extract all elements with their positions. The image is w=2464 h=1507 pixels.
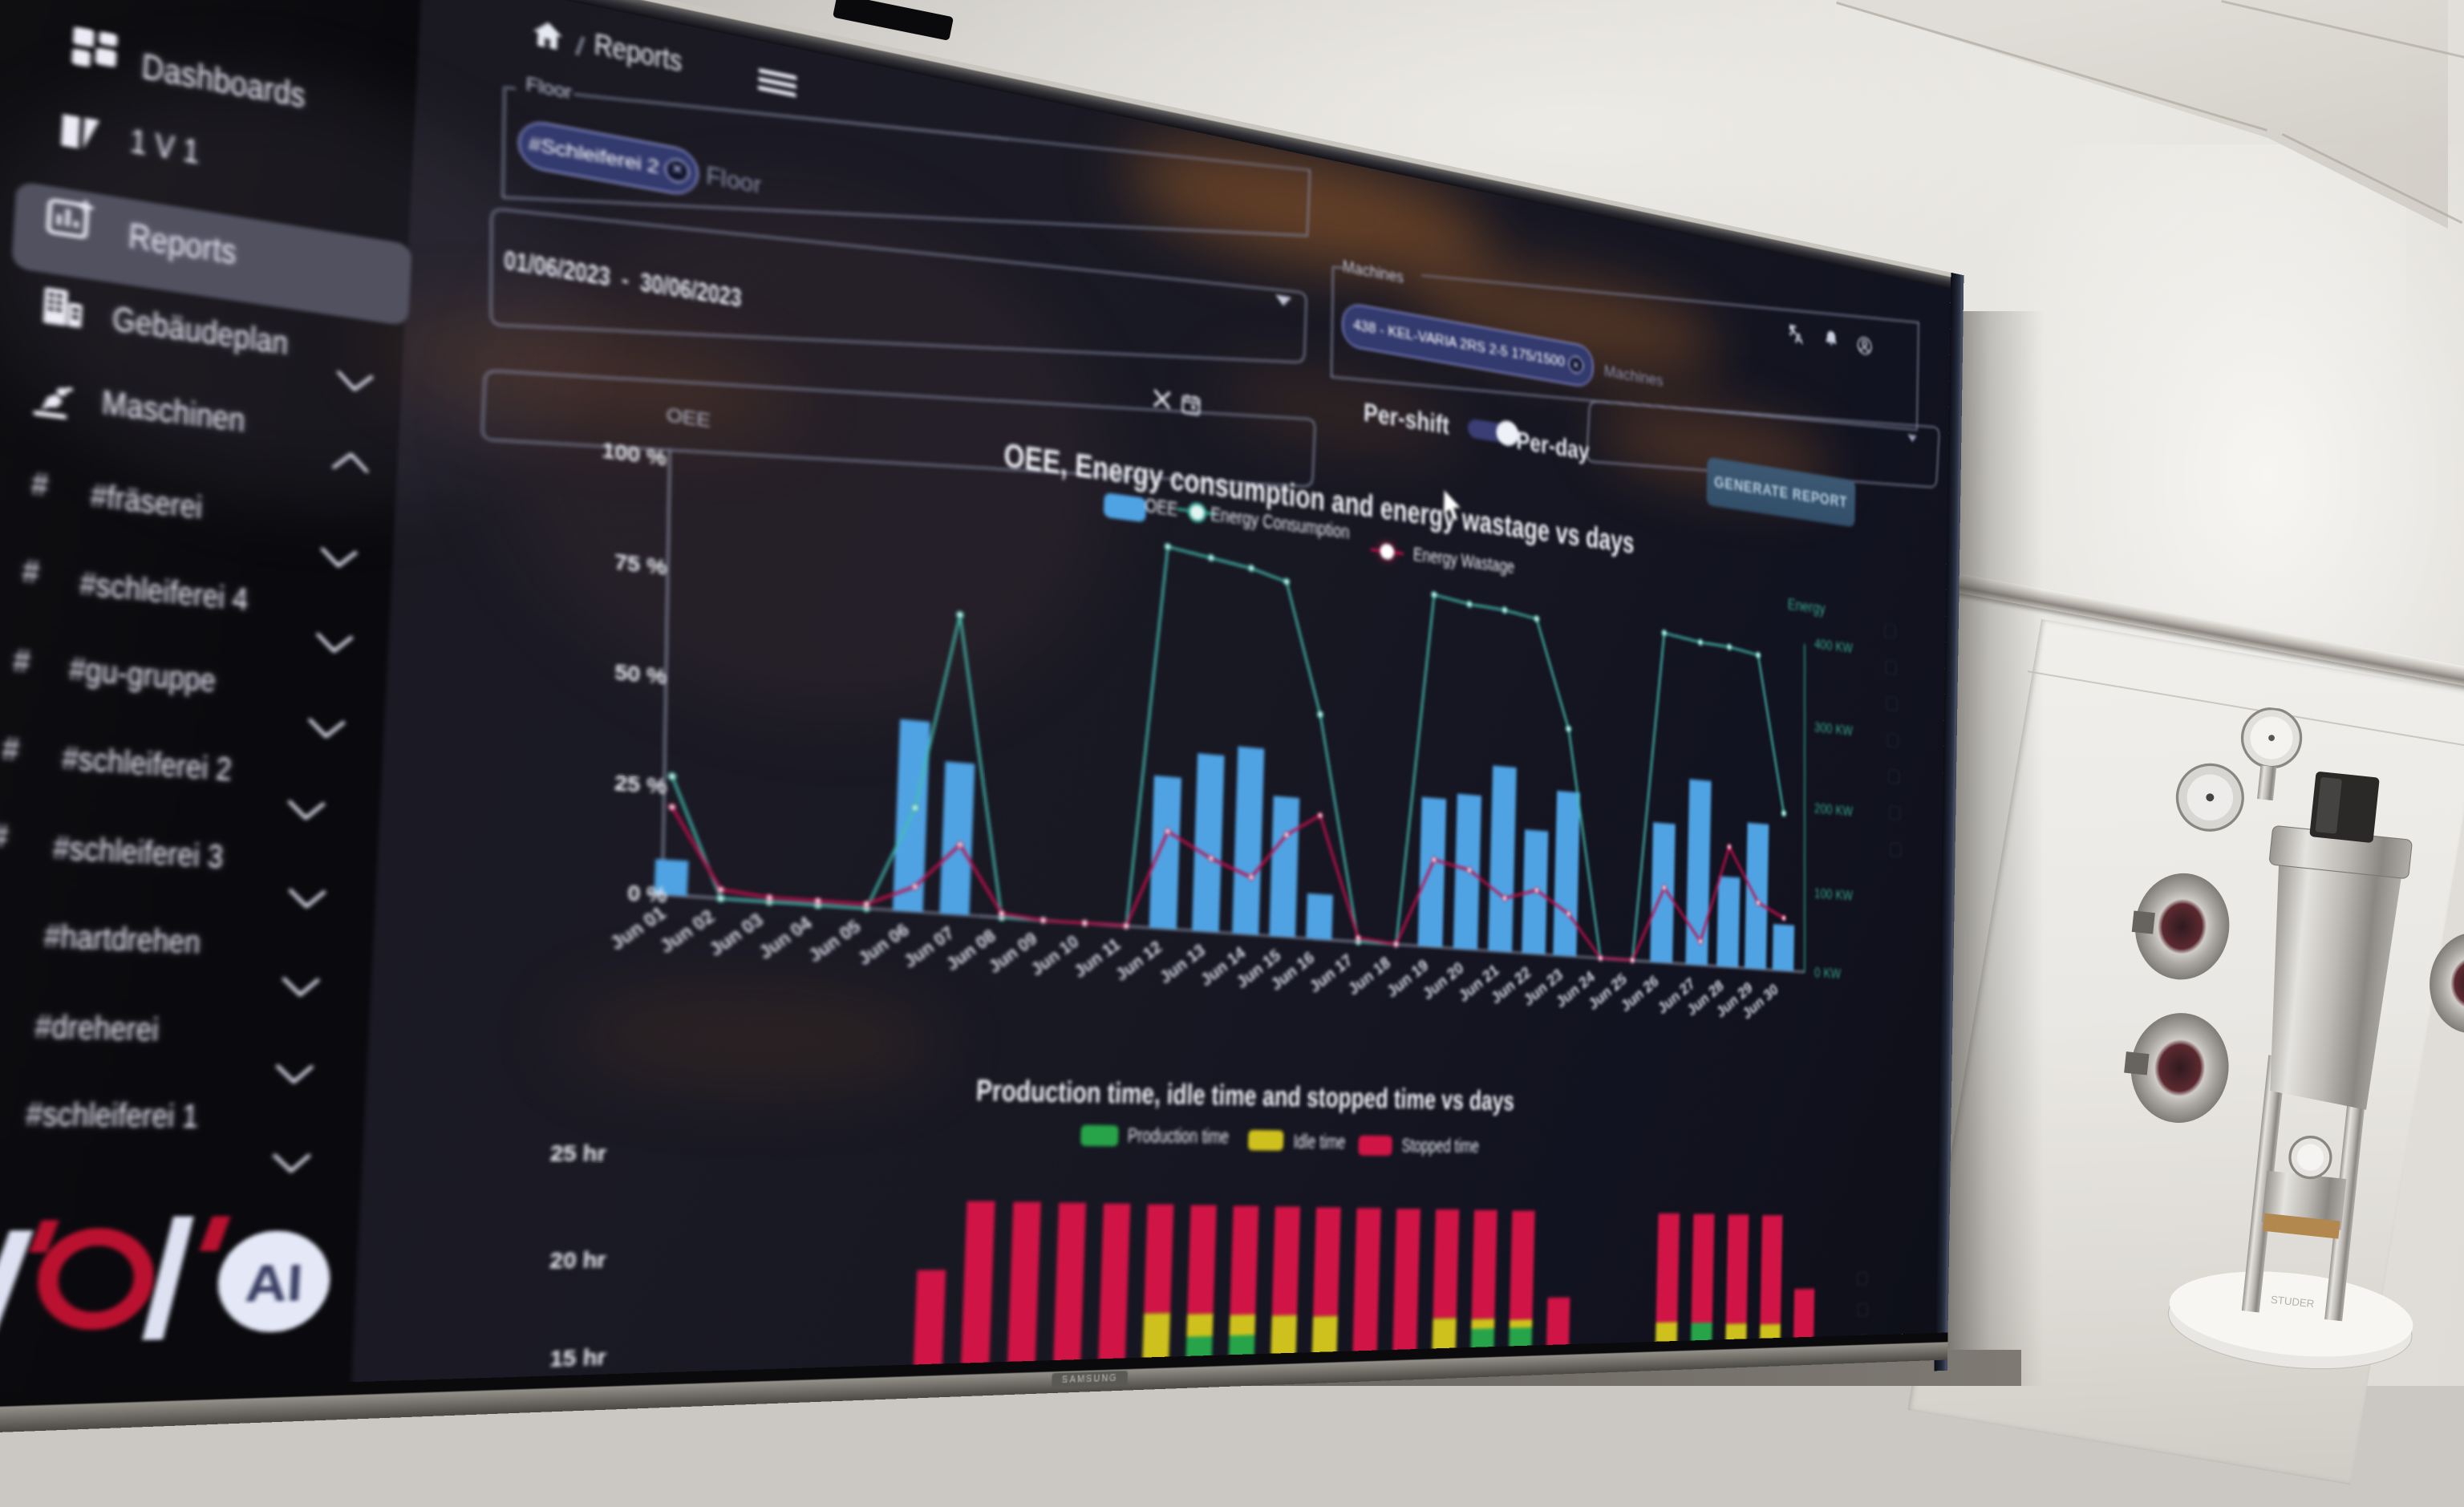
- svg-text:15 hr: 15 hr: [549, 1345, 607, 1371]
- svg-text:75 %: 75 %: [614, 550, 667, 580]
- svg-text:25 hr: 25 hr: [549, 1141, 607, 1167]
- svg-text:STUDER: STUDER: [2270, 1294, 2315, 1311]
- svg-text:AI: AI: [244, 1254, 305, 1314]
- svg-text:0 KW: 0 KW: [1814, 966, 1842, 982]
- svg-text:100 KW: 100 KW: [1814, 885, 1854, 903]
- svg-text:300 KW: 300 KW: [1814, 719, 1854, 739]
- svg-text:200 KW: 200 KW: [1814, 801, 1854, 820]
- svg-text:0 %: 0 %: [627, 881, 668, 907]
- svg-text:50 %: 50 %: [614, 660, 667, 689]
- svg-text:20 hr: 20 hr: [549, 1248, 607, 1274]
- svg-text:25 %: 25 %: [614, 771, 668, 799]
